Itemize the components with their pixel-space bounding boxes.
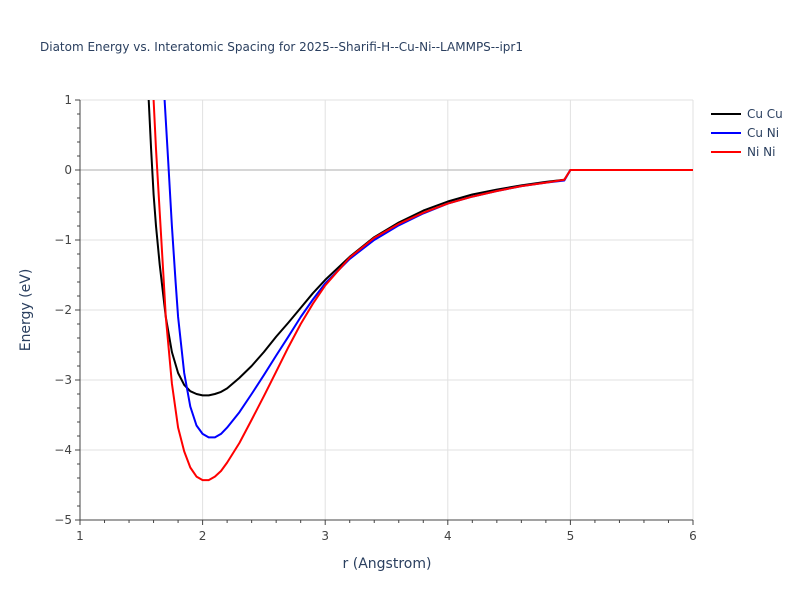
y-tick-label: 0	[64, 163, 72, 177]
y-tick-label: −1	[54, 233, 72, 247]
legend-label: Cu Ni	[747, 126, 779, 140]
legend: Cu Cu Cu Ni Ni Ni	[711, 107, 783, 159]
x-axis-title: r (Angstrom)	[343, 556, 432, 572]
legend-label: Ni Ni	[747, 145, 775, 159]
y-tick-label: −2	[54, 303, 72, 317]
chart-title: Diatom Energy vs. Interatomic Spacing fo…	[40, 40, 523, 54]
series-lines	[147, 100, 693, 482]
series-line-cu-ni	[163, 100, 693, 439]
legend-label: Cu Cu	[747, 107, 783, 121]
series-line-ni-ni	[152, 100, 693, 482]
x-tick-label: 4	[444, 529, 452, 543]
grid	[80, 99, 694, 520]
x-tick-label: 2	[199, 529, 207, 543]
x-tick-label: 5	[567, 529, 575, 543]
y-axis-title: Energy (eV)	[18, 269, 34, 352]
x-tick-label: 1	[76, 529, 84, 543]
axes: 1 2 3 4 5 6 1 0 −1 −2 −3 −4 −5	[54, 93, 697, 543]
y-tick-label: −3	[54, 373, 72, 387]
y-tick-label: 1	[64, 93, 72, 107]
y-tick-label: −5	[54, 513, 72, 527]
series-line-cu-cu	[147, 100, 693, 397]
x-tick-label: 6	[689, 529, 697, 543]
y-tick-label: −4	[54, 443, 72, 457]
x-tick-label: 3	[321, 529, 329, 543]
